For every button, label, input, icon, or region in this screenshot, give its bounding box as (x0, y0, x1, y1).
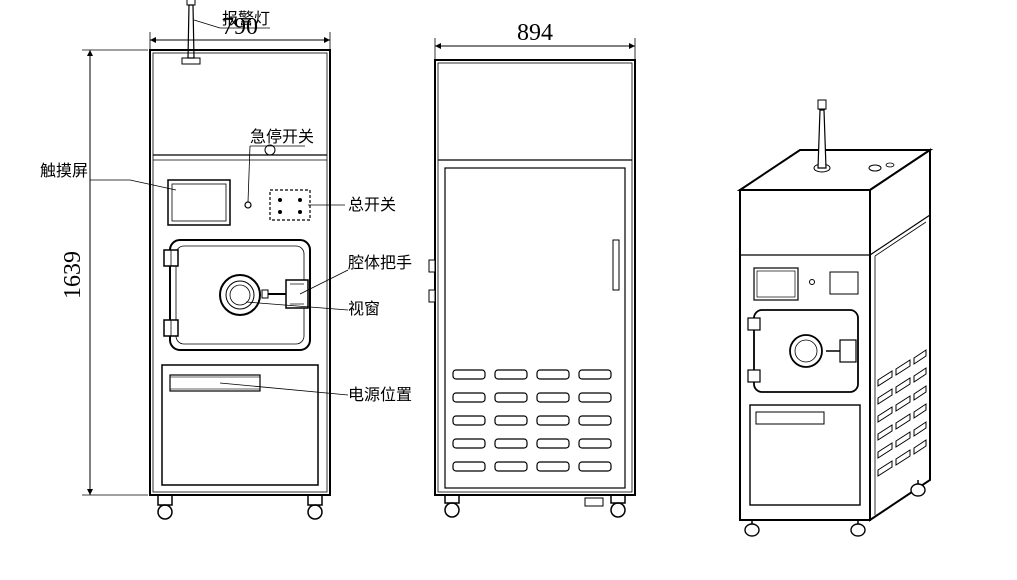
iso-view (740, 100, 930, 536)
label-alarm-light: 报警灯 (222, 10, 270, 28)
alarm-light (182, 0, 200, 64)
front-view: 790 1639 (40, 0, 412, 519)
touchscreen (168, 180, 230, 225)
estop-button (245, 202, 251, 208)
vent-slots (453, 370, 611, 471)
label-viewport: 视窗 (348, 300, 380, 318)
label-chamber-handle: 腔体把手 (348, 254, 412, 272)
feet-front (158, 495, 322, 519)
label-main-switch: 总开关 (348, 196, 396, 214)
feet-side (445, 495, 625, 517)
dim-height: 1639 (60, 50, 148, 495)
label-power: 电源位置 (348, 386, 412, 404)
dim-depth: 894 (435, 20, 635, 60)
cabinet-body (150, 50, 330, 495)
chamber-door (164, 240, 310, 350)
dim-height-label: 1639 (60, 251, 86, 299)
side-view: 894 (429, 20, 635, 517)
dim-depth-label: 894 (517, 20, 553, 46)
label-touchscreen: 触摸屏 (40, 162, 88, 180)
label-estop: 急停开关 (250, 128, 314, 146)
main-switch-panel (270, 190, 310, 220)
power-panel (162, 365, 318, 485)
